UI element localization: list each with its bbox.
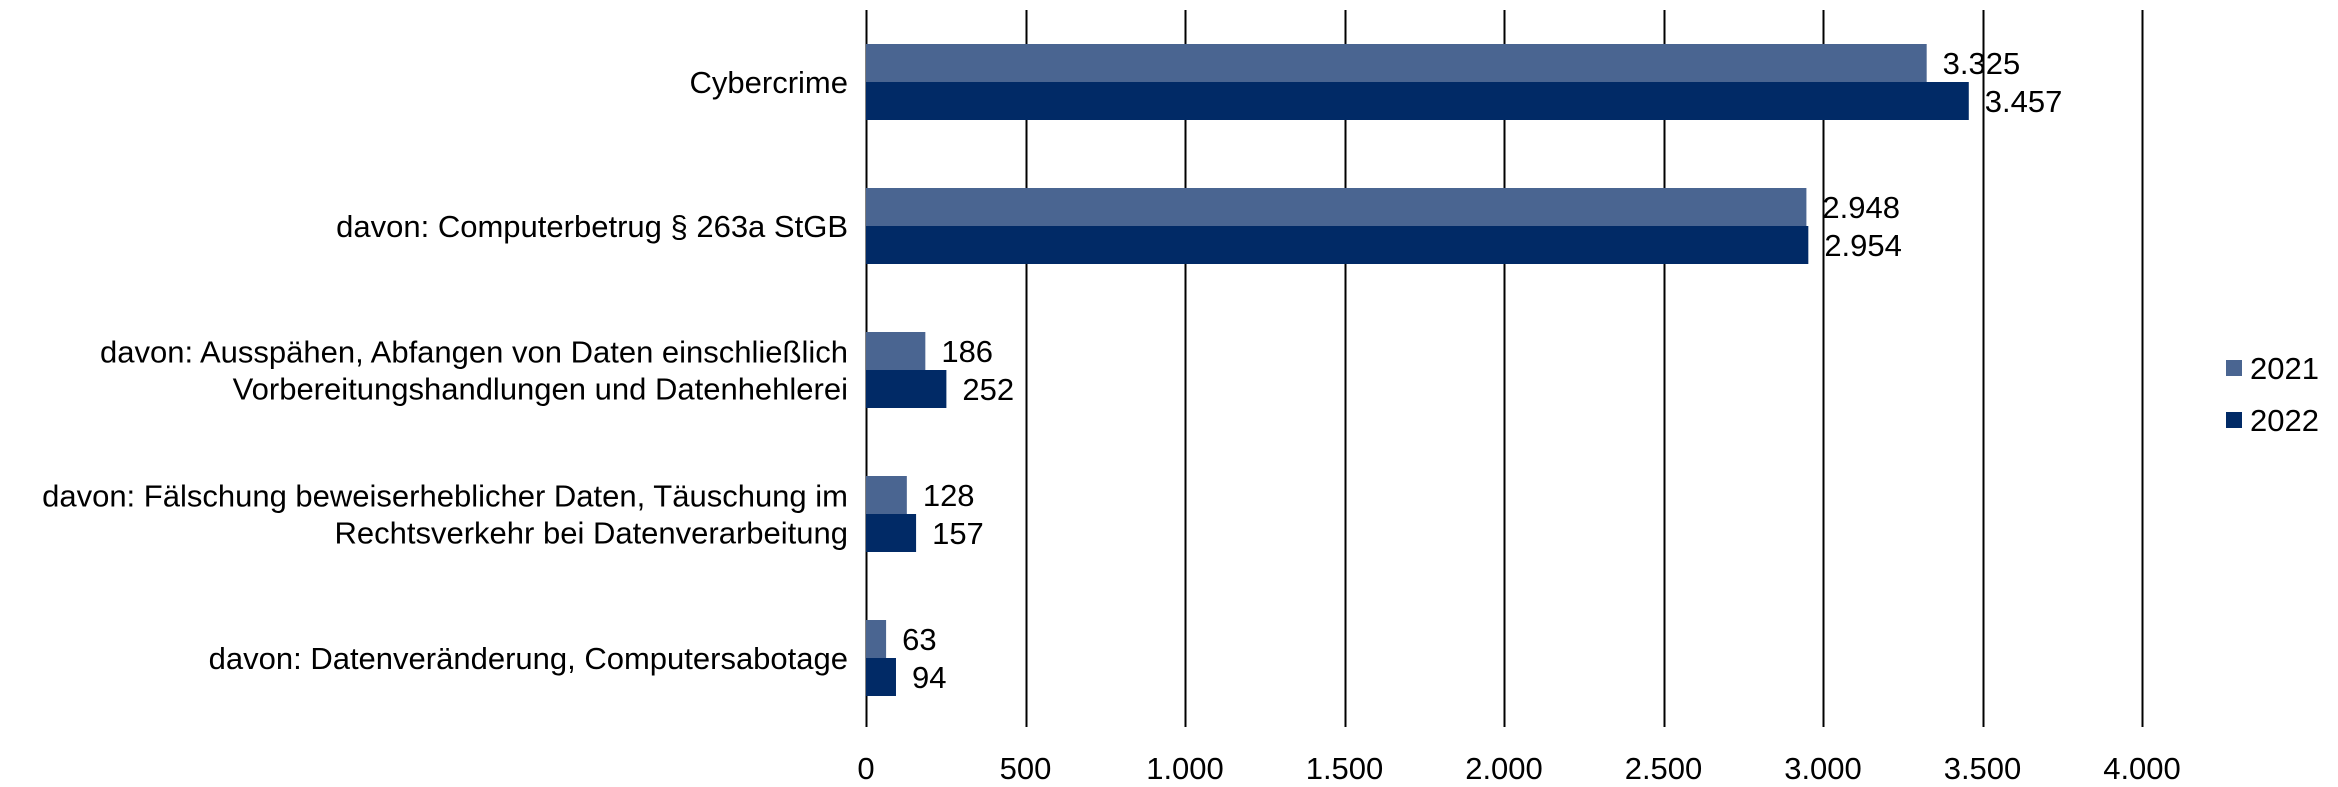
bar-2021-cat-3 [866, 476, 907, 514]
data-label: 3.325 [1943, 46, 2021, 81]
x-tick-label: 1.500 [1306, 751, 1384, 786]
gridlines [865, 10, 2144, 727]
data-label: 252 [962, 372, 1014, 407]
category-label: davon: Ausspähen, Abfangen von Daten ein… [100, 335, 848, 370]
data-label: 94 [912, 660, 946, 695]
data-label: 186 [941, 334, 993, 369]
bar-2022-cat-1 [866, 226, 1809, 264]
bar-2022-cat-2 [866, 370, 947, 408]
category-label: Cybercrime [690, 65, 848, 100]
x-tick-label: 2.500 [1625, 751, 1703, 786]
x-tick-label: 1.000 [1146, 751, 1224, 786]
x-tick-label: 4.000 [2103, 751, 2181, 786]
bars [866, 44, 1969, 696]
data-label: 128 [923, 478, 975, 513]
category-label: davon: Datenveränderung, Computersabotag… [209, 641, 848, 676]
category-labels: Cybercrime davon: Computerbetrug § 263a S… [42, 65, 848, 676]
x-tick-label: 3.500 [1944, 751, 2022, 786]
bar-2021-cat-0 [866, 44, 1927, 82]
data-label: 63 [902, 622, 936, 657]
category-label: Rechtsverkehr bei Datenverarbeitung [335, 516, 849, 551]
x-tick-label: 2.000 [1465, 751, 1543, 786]
data-label: 2.948 [1822, 190, 1900, 225]
data-label: 157 [932, 516, 984, 551]
bar-2021-cat-4 [866, 620, 887, 658]
bar-2022-cat-4 [866, 658, 896, 696]
legend-label: 2021 [2250, 351, 2319, 386]
bar-2021-cat-1 [866, 188, 1807, 226]
legend-swatch-2021 [2226, 360, 2242, 376]
legend-label: 2022 [2250, 403, 2319, 438]
category-label: Vorbereitungshandlungen und Datenhehlere… [233, 372, 848, 407]
x-tick-label: 3.000 [1784, 751, 1862, 786]
bar-2022-cat-0 [866, 82, 1969, 120]
x-axis-tick-labels: 0 500 1.000 1.500 2.000 2.500 3.000 3.500 4.000 [857, 751, 2180, 786]
legend: 2021 2022 [2226, 351, 2319, 438]
x-tick-label: 500 [1000, 751, 1052, 786]
x-tick-label: 0 [857, 751, 874, 786]
legend-swatch-2022 [2226, 412, 2242, 428]
category-label: davon: Computerbetrug § 263a StGB [336, 209, 848, 244]
bar-2021-cat-2 [866, 332, 926, 370]
data-label: 3.457 [1985, 84, 2063, 119]
bar-2022-cat-3 [866, 514, 917, 552]
category-label: davon: Fälschung beweiserheblicher Daten… [42, 479, 848, 514]
data-label: 2.954 [1824, 228, 1902, 263]
